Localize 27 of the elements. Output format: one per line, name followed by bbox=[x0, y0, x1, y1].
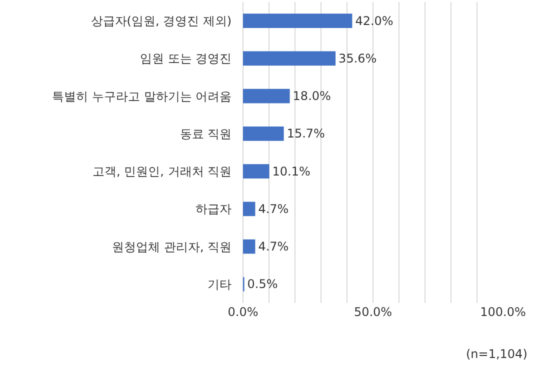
y-tick-label: 동료 직원 bbox=[180, 126, 232, 141]
data-label: 10.1% bbox=[272, 164, 310, 178]
data-label: 35.6% bbox=[338, 51, 377, 66]
y-tick-label: 특별히 누구라고 말하기는 어려움 bbox=[52, 89, 232, 104]
bar bbox=[243, 239, 256, 254]
bar bbox=[243, 202, 256, 216]
text: (n=1,104) bbox=[466, 347, 528, 361]
bar bbox=[243, 51, 336, 66]
data-label: 42.0% bbox=[355, 14, 394, 28]
x-tick-label: 0.0% bbox=[228, 305, 258, 319]
y-tick-label: 기타 bbox=[208, 277, 232, 292]
y-tick-label: 상급자(임원, 경영진 제외) bbox=[90, 14, 232, 28]
data-label: 4.7% bbox=[258, 240, 289, 254]
x-tick-label: 100.0% bbox=[480, 305, 526, 319]
x-tick-label: 50.0% bbox=[354, 305, 392, 319]
data-label: 18.0% bbox=[292, 89, 331, 104]
bar bbox=[243, 14, 352, 28]
y-tick-label: 원청업체 관리자, 직원 bbox=[112, 240, 232, 254]
data-label: 0.5% bbox=[247, 277, 278, 292]
bar bbox=[243, 126, 284, 141]
y-tick-label: 고객, 민원인, 거래처 직원 bbox=[92, 164, 232, 179]
bar bbox=[243, 88, 290, 104]
bar bbox=[243, 164, 270, 178]
data-label: 4.7% bbox=[258, 202, 289, 216]
y-tick-label: 하급자 bbox=[196, 202, 232, 216]
y-tick-label: 임원 또는 경영진 bbox=[140, 52, 232, 66]
data-label: 15.7% bbox=[286, 126, 325, 141]
